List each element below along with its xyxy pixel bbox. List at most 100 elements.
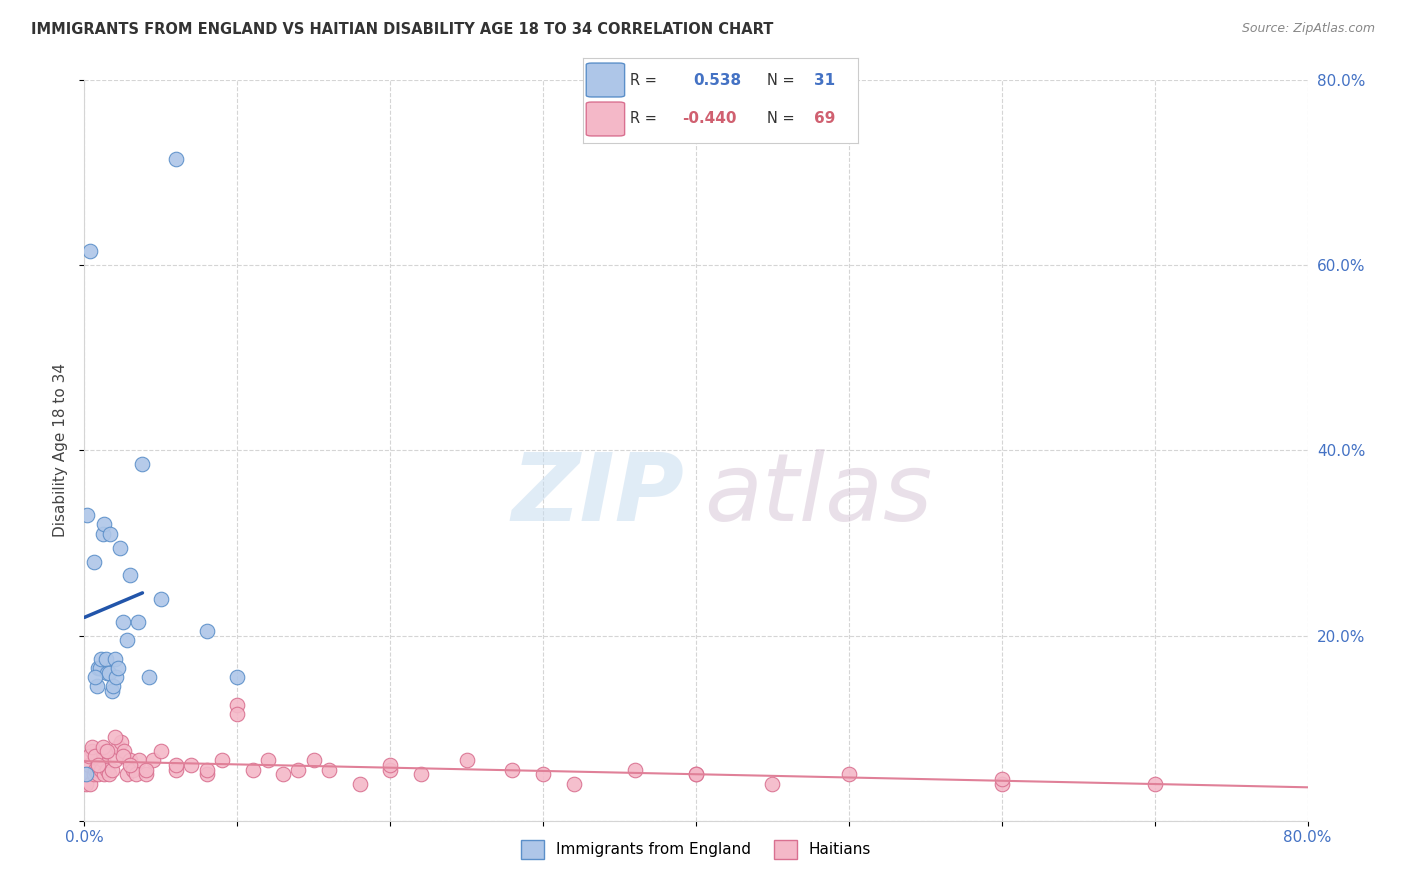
Point <box>111 748 134 763</box>
Point <box>991 772 1014 786</box>
Point <box>96 763 118 777</box>
Text: 31: 31 <box>814 72 835 87</box>
Point <box>456 754 478 768</box>
Point <box>84 748 107 763</box>
Point <box>122 763 145 777</box>
Point <box>226 670 249 684</box>
Point <box>125 767 148 781</box>
Point <box>79 776 101 791</box>
Point <box>97 767 120 781</box>
Point <box>127 615 149 629</box>
Point <box>138 670 160 684</box>
Legend: Immigrants from England, Haitians: Immigrants from England, Haitians <box>515 834 877 865</box>
Point <box>76 767 98 781</box>
Point <box>165 763 187 777</box>
Point <box>502 763 524 777</box>
Text: IMMIGRANTS FROM ENGLAND VS HAITIAN DISABILITY AGE 18 TO 34 CORRELATION CHART: IMMIGRANTS FROM ENGLAND VS HAITIAN DISAB… <box>31 22 773 37</box>
Point <box>91 754 114 768</box>
Point <box>195 767 218 781</box>
Text: atlas: atlas <box>704 450 932 541</box>
FancyBboxPatch shape <box>586 102 624 136</box>
Point <box>380 758 402 772</box>
Text: N =: N = <box>768 112 794 127</box>
Text: ZIP: ZIP <box>512 449 685 541</box>
Point <box>77 748 100 763</box>
Point <box>75 767 97 781</box>
Point <box>89 754 111 768</box>
Text: Source: ZipAtlas.com: Source: ZipAtlas.com <box>1241 22 1375 36</box>
Point <box>86 680 108 694</box>
Point <box>180 758 202 772</box>
Point <box>120 754 142 768</box>
Point <box>80 739 103 754</box>
Point <box>685 767 707 781</box>
Point <box>107 739 129 754</box>
Point <box>165 152 187 166</box>
Point <box>242 763 264 777</box>
Text: -0.440: -0.440 <box>682 112 737 127</box>
Point <box>91 526 114 541</box>
Point <box>165 758 187 772</box>
Point <box>111 615 134 629</box>
Text: R =: R = <box>630 72 657 87</box>
Point <box>115 767 138 781</box>
Y-axis label: Disability Age 18 to 34: Disability Age 18 to 34 <box>53 363 69 538</box>
Point <box>76 508 98 523</box>
Point <box>83 767 105 781</box>
Point <box>101 684 124 698</box>
Point <box>135 767 157 781</box>
FancyBboxPatch shape <box>586 63 624 97</box>
Point <box>90 763 112 777</box>
Point <box>131 458 153 472</box>
Point <box>380 763 402 777</box>
Point <box>84 670 107 684</box>
Point <box>97 665 120 680</box>
Point <box>87 661 110 675</box>
Point <box>115 633 138 648</box>
Point <box>318 763 340 777</box>
Point <box>84 763 107 777</box>
Point <box>91 739 114 754</box>
Point <box>83 554 105 569</box>
Point <box>685 767 707 781</box>
Point <box>271 767 294 781</box>
Point <box>149 591 172 606</box>
Point <box>87 758 110 772</box>
Point <box>112 744 135 758</box>
Point <box>104 754 127 768</box>
Point <box>257 754 280 768</box>
Point <box>838 767 860 781</box>
Point <box>991 776 1014 791</box>
Point <box>96 665 118 680</box>
Point <box>75 776 97 791</box>
Point <box>104 731 127 745</box>
Point <box>120 568 142 582</box>
Point <box>128 754 150 768</box>
Point <box>195 624 218 638</box>
Point <box>195 763 218 777</box>
Point <box>531 767 554 781</box>
Point <box>96 744 118 758</box>
Point <box>89 661 111 675</box>
Point <box>135 763 157 777</box>
Point <box>79 244 101 259</box>
Point <box>94 744 117 758</box>
Point <box>149 744 172 758</box>
Point <box>120 758 142 772</box>
Point <box>349 776 371 791</box>
Text: 0.538: 0.538 <box>693 72 741 87</box>
Point <box>302 754 325 768</box>
Point <box>94 651 117 665</box>
Text: R =: R = <box>630 112 657 127</box>
Point <box>108 541 131 555</box>
Point <box>110 735 132 749</box>
Point <box>98 526 121 541</box>
Point <box>562 776 585 791</box>
Point <box>211 754 233 768</box>
Text: N =: N = <box>768 72 794 87</box>
Point <box>226 707 249 722</box>
Point <box>90 651 112 665</box>
Point <box>93 767 115 781</box>
Point <box>624 763 647 777</box>
Point <box>1143 776 1166 791</box>
